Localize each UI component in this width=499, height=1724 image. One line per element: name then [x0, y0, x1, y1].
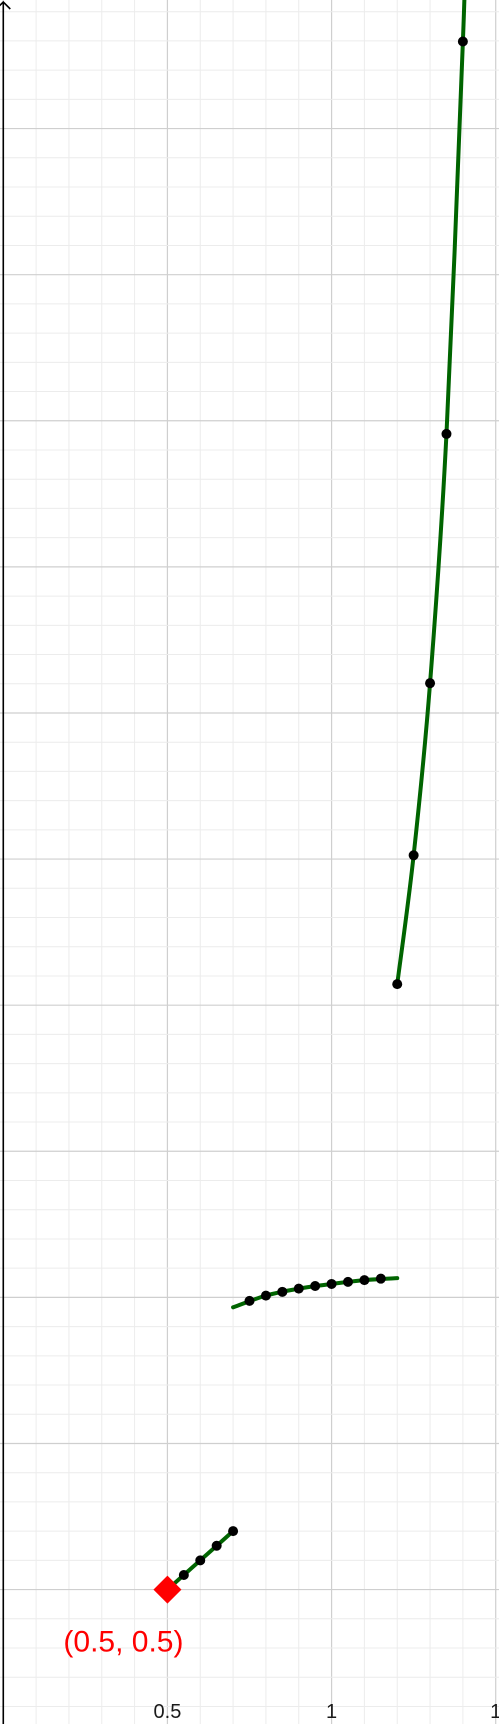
tick-labels: 0.511.522.533.544.555.50.511 [154, 1701, 499, 1723]
data-point [211, 1540, 222, 1551]
data-point [359, 1275, 370, 1286]
x-tick-label: 0.5 [154, 1701, 182, 1723]
data-point [293, 1283, 304, 1294]
series [165, 0, 468, 1592]
data-point [392, 979, 403, 990]
data-point [441, 428, 452, 439]
data-point [310, 1280, 321, 1291]
data-point [228, 1526, 239, 1537]
x-tick-label: 1 [326, 1701, 337, 1723]
highlight-point-marker[interactable] [153, 1575, 182, 1604]
data-point [244, 1295, 255, 1306]
axes [0, 0, 11, 1724]
data-point [425, 678, 436, 689]
highlight: (0.5, 0.5) [63, 1575, 183, 1659]
y-axis-arrow-icon [0, 0, 11, 10]
data-point [342, 1276, 353, 1287]
data-point [457, 36, 468, 47]
data-point [375, 1273, 386, 1284]
data-point [408, 850, 419, 861]
data-point [178, 1569, 189, 1580]
highlight-point-label: (0.5, 0.5) [63, 1626, 183, 1659]
data-point [260, 1290, 271, 1301]
data-point [326, 1278, 337, 1289]
series-curve [395, 0, 467, 987]
data-point [195, 1555, 206, 1566]
x-tick-label: 1 [490, 1701, 499, 1723]
data-point [277, 1286, 288, 1297]
